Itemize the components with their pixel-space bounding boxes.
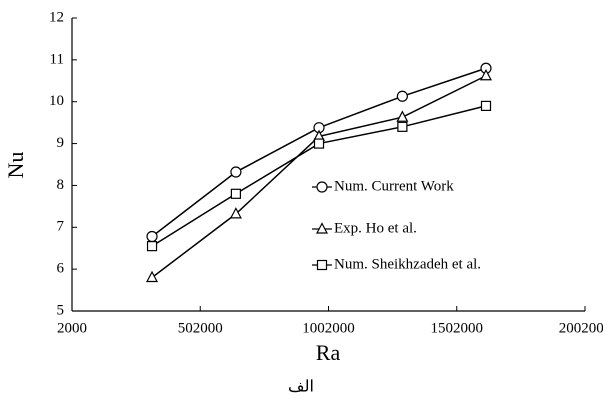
series-line [151,67,487,238]
marker [146,230,158,243]
marker [480,100,492,112]
x-tick-label: 1002000 [302,320,355,336]
x-tick-label: 2000 [57,320,87,336]
y-tick-label: 11 [50,51,64,67]
series-line [151,75,487,279]
y-tick-label: 10 [49,93,64,109]
marker [316,222,328,234]
y-tick-label: 8 [57,177,65,193]
marker [230,166,242,178]
x-tick-label: 502000 [178,320,223,336]
marker [230,188,242,199]
marker [146,270,159,283]
marker [229,207,242,219]
marker [397,121,408,132]
y-tick-label: 12 [49,9,64,25]
x-axis-title: Ra [316,340,341,365]
caption: الف [288,379,314,396]
marker [316,259,328,271]
y-tick-label: 9 [57,135,65,151]
marker [146,241,158,252]
x-tick-label: 1502000 [431,320,484,336]
marker [479,68,492,81]
y-axis-title: Nu [3,152,28,179]
marker [396,90,408,102]
marker [396,110,409,122]
y-tick-label: 7 [57,219,65,235]
marker [316,181,328,193]
legend-label: Num. Current Work [334,178,454,194]
marker [313,138,325,149]
x-tick-label: 2002000 [559,320,603,336]
legend-label: Exp. Ho et al. [334,220,417,236]
y-tick-label: 5 [57,302,65,318]
legend-label: Num. Sheikhzadeh et al. [334,256,481,272]
y-tick-label: 6 [57,261,65,277]
